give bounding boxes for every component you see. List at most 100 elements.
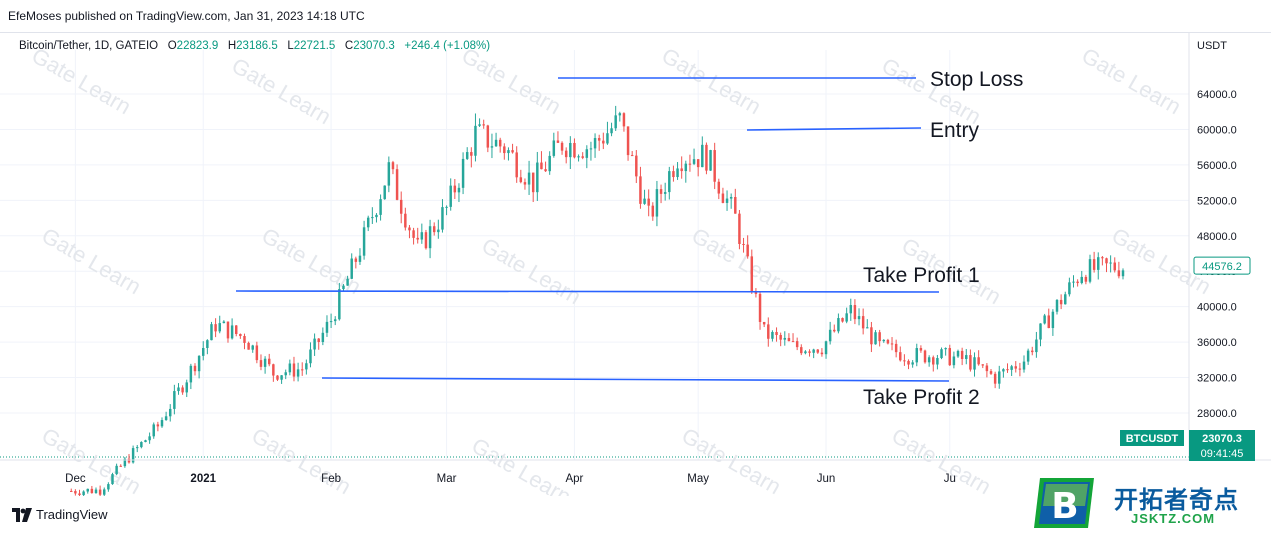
candle-down	[391, 162, 395, 170]
watermark-text: Gate Learn	[258, 223, 366, 300]
candle-up	[218, 323, 221, 332]
candle-down	[214, 324, 217, 332]
candle-down	[762, 321, 766, 325]
jsktz-badge-icon: B	[1034, 478, 1094, 528]
candle-up	[152, 424, 155, 437]
candle-up	[783, 337, 787, 340]
candle-up	[709, 150, 712, 171]
candle-down	[672, 171, 675, 178]
x-tick-label: Apr	[565, 473, 583, 485]
candle-up	[940, 349, 943, 359]
candle-up	[103, 489, 106, 495]
candle-up	[1026, 350, 1030, 362]
candle-up	[824, 341, 828, 355]
candle-down	[696, 159, 700, 168]
candle-down	[853, 305, 857, 320]
candle-up	[309, 349, 312, 364]
candle-down	[404, 213, 407, 228]
candle-down	[1047, 315, 1050, 329]
candle-up	[148, 436, 151, 441]
x-tick-label: Feb	[321, 473, 341, 485]
jsktz-badge-letter: B	[1051, 486, 1078, 527]
candle-down	[680, 168, 683, 172]
candle-down	[498, 139, 502, 147]
candle-down	[1092, 259, 1096, 270]
candle-down	[127, 458, 131, 463]
watermark-text: Gate Learn	[228, 53, 336, 130]
candle-down	[1031, 350, 1034, 353]
candle-up	[222, 321, 226, 324]
candle-down	[775, 331, 778, 336]
x-tick-label: Ju	[944, 473, 956, 485]
candle-up	[123, 458, 127, 467]
candle-down	[977, 357, 980, 365]
tradingview-brand-text: TradingView	[36, 507, 108, 522]
candle-up	[1109, 262, 1112, 264]
candle-up	[507, 150, 510, 154]
x-tick-label: May	[687, 473, 709, 485]
candle-down	[635, 155, 638, 177]
candle-down	[795, 341, 799, 348]
candle-down	[894, 343, 898, 353]
candle-up	[536, 162, 539, 193]
price-chart[interactable]: Gate Learn Gate Learn Gate Learn Gate Learn…	[0, 33, 1271, 496]
candle-down	[482, 124, 485, 126]
candle-down	[816, 349, 820, 353]
open-value: 22823.9	[176, 40, 219, 52]
candle-up	[140, 442, 143, 448]
candle-up	[437, 229, 440, 233]
candle-up	[643, 198, 646, 204]
candle-up	[663, 192, 667, 194]
candle-up	[86, 488, 89, 492]
candle-up	[189, 365, 193, 383]
candle-up	[952, 356, 956, 366]
candle-down	[890, 343, 894, 345]
candle-down	[758, 293, 762, 322]
candle-down	[317, 338, 320, 342]
candle-up	[94, 489, 98, 494]
y-tick-label: 40000.0	[1197, 302, 1237, 314]
candle-up	[346, 278, 349, 286]
candle-down	[556, 140, 560, 143]
candle-down	[960, 350, 964, 360]
y-tick-label: 60000.0	[1197, 124, 1237, 136]
currency-label: USDT	[1197, 40, 1227, 52]
candle-down	[754, 291, 758, 294]
candle-down	[808, 351, 811, 353]
jsktz-ad[interactable]: B 开拓者奇点 JSKTZ.COM	[1032, 476, 1271, 533]
x-tick-label: 2021	[190, 473, 216, 485]
candle-up	[618, 113, 622, 116]
candle-down	[74, 491, 77, 494]
annotation-label: Take Profit 2	[863, 386, 980, 409]
tradingview-logo[interactable]: TradingView	[12, 507, 108, 522]
symbol-legend: Bitcoin/Tether, 1D, GATEIO O22823.9 H231…	[19, 40, 490, 52]
candle-up	[1051, 311, 1055, 329]
candle-down	[408, 227, 411, 231]
candle-down	[800, 347, 803, 354]
candle-up	[197, 355, 201, 372]
candle-up	[305, 363, 308, 370]
candle-up	[837, 318, 840, 332]
candle-up	[1035, 339, 1038, 353]
watermark-layer: Gate Learn Gate Learn Gate Learn Gate Learn…	[28, 43, 1216, 496]
current-price-tag	[1189, 430, 1255, 461]
candle-down	[247, 342, 250, 350]
candle-up	[420, 232, 424, 240]
watermark-text: Gate Learn	[878, 53, 986, 130]
candle-down	[453, 185, 457, 193]
candle-down	[234, 325, 238, 335]
candle-up	[263, 358, 267, 367]
candle-down	[573, 142, 576, 158]
watermark-text: Gate Learn	[468, 433, 576, 496]
candle-down	[1076, 281, 1079, 284]
candle-down	[989, 371, 993, 374]
publisher-info: EfeMoses published on TradingView.com, J…	[8, 9, 365, 23]
tradingview-logo-icon	[12, 507, 32, 522]
candle-down	[1006, 369, 1009, 371]
candle-up	[692, 159, 696, 164]
candle-up	[169, 408, 172, 417]
y-tick-label: 48000.0	[1197, 231, 1237, 243]
candle-up	[527, 172, 531, 185]
candle-up	[387, 162, 391, 186]
price-tags: 44576.2 BTCUSDT 23070.3 09:41:45	[1120, 256, 1255, 461]
